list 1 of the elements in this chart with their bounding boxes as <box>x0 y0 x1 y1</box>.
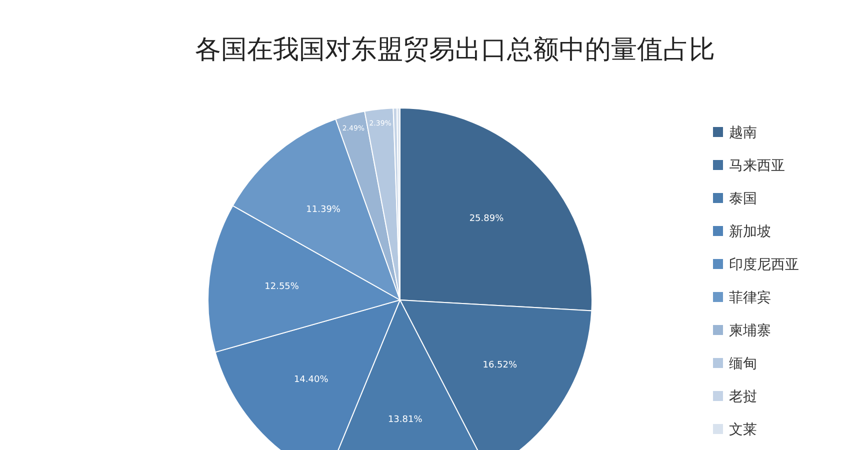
title: 各国在我国对东盟贸易出口总额中的量值占比 <box>195 35 715 65</box>
